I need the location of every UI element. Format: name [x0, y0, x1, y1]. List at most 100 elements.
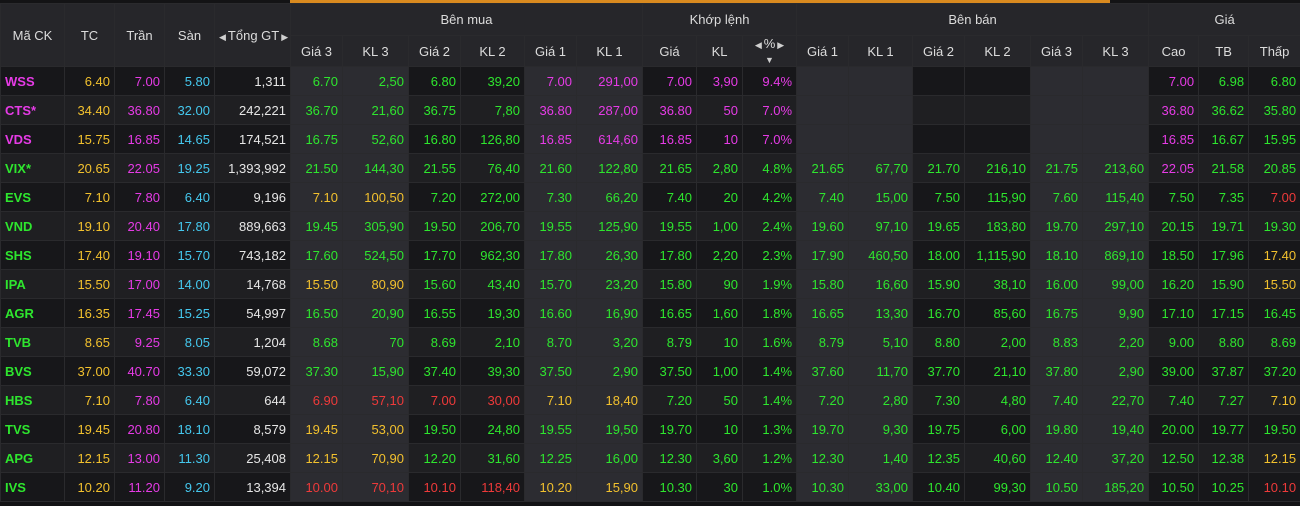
table-row[interactable]: TVS 19.45 20.80 18.10 8,579 19.45 53,00 19.50 24… [0, 414, 1300, 444]
cell-sym[interactable]: VIX* [0, 153, 65, 183]
header-group-buy: Bên mua [289, 3, 644, 36]
header-sell-col[interactable]: Giá 1 [796, 35, 850, 67]
header-buy-col[interactable]: KL 3 [342, 35, 409, 67]
header-buy-col[interactable]: Giá 1 [524, 35, 577, 67]
cell-sym[interactable]: CTS* [0, 95, 65, 125]
cell-pct: 2.4% [742, 211, 798, 241]
cell-sym[interactable]: WSS [0, 66, 65, 96]
cell-ref: 16.35 [64, 298, 115, 328]
table-row[interactable]: APG 12.15 13.00 11.30 25,408 12.15 70,90 12.20 3… [0, 443, 1300, 473]
cell-s2p: 37.70 [912, 356, 966, 386]
cell-b2p: 19.50 [408, 414, 461, 444]
cell-sym[interactable]: VDS [0, 124, 65, 154]
table-row[interactable]: IPA 15.50 17.00 14.00 14,768 15.50 80,90 15.60 4… [0, 269, 1300, 299]
cell-s2v: 40,60 [964, 443, 1032, 473]
table-row[interactable]: AGR 16.35 17.45 15.25 54,997 16.50 20,90 16.55 1… [0, 298, 1300, 328]
price-board-body: WSS 6.40 7.00 5.80 1,311 6.70 2,50 6.80 39,20 7.0… [0, 66, 1300, 502]
cell-s3v: 213,60 [1082, 153, 1150, 183]
header-total-label: Tổng GT [227, 27, 280, 43]
cell-b2p: 12.20 [408, 443, 461, 473]
cell-pct: 7.0% [742, 95, 798, 125]
header-sell-col[interactable]: KL 2 [964, 35, 1032, 67]
header-group-price: Giá [1148, 3, 1300, 36]
cell-b1p: 16.85 [524, 124, 577, 154]
cell-sym[interactable]: VND [0, 211, 65, 241]
sort-desc-icon[interactable]: ▼ [765, 55, 774, 65]
cell-sym[interactable]: AGR [0, 298, 65, 328]
table-row[interactable]: HBS 7.10 7.80 6.40 644 6.90 57,10 7.00 30,00 7.10… [0, 385, 1300, 415]
cell-sym[interactable]: EVS [0, 182, 65, 212]
cell-total: 25,408 [214, 443, 291, 473]
header-sell-col[interactable]: KL 3 [1082, 35, 1150, 67]
header-price-col[interactable]: TB [1198, 35, 1250, 67]
cell-s1p: 7.40 [796, 182, 850, 212]
header-match-col[interactable]: Giá [642, 35, 698, 67]
cell-sym[interactable]: HBS [0, 385, 65, 415]
cell-sym[interactable]: SHS [0, 240, 65, 270]
caret-right-icon[interactable]: ▶ [777, 40, 785, 50]
table-row[interactable]: IVS 10.20 11.20 9.20 13,394 10.00 70,10 10.10 11… [0, 472, 1300, 502]
cell-s1p: 16.65 [796, 298, 850, 328]
table-row[interactable]: WSS 6.40 7.00 5.80 1,311 6.70 2,50 6.80 39,20 7.0… [0, 66, 1300, 96]
caret-right-icon[interactable]: ▶ [281, 31, 289, 42]
header-price-col[interactable]: Cao [1148, 35, 1200, 67]
header-sell-col[interactable]: Giá 2 [912, 35, 966, 67]
table-row[interactable]: VIX* 20.65 22.05 19.25 1,393,992 21.50 144,30 2… [0, 153, 1300, 183]
cell-lo: 8.69 [1248, 327, 1300, 357]
cell-b1p: 10.20 [524, 472, 577, 502]
cell-b2p: 7.00 [408, 385, 461, 415]
table-row[interactable]: VDS 15.75 16.85 14.65 174,521 16.75 52,60 16.80… [0, 124, 1300, 154]
cell-s2p: 19.75 [912, 414, 966, 444]
cell-mv: 20 [696, 182, 744, 212]
header-symbol[interactable]: Mã CK [0, 3, 65, 67]
cell-mp: 7.40 [642, 182, 698, 212]
header-match-percent[interactable]: ◀% ▶ ▼ [742, 35, 798, 67]
cell-b1v: 23,20 [575, 269, 644, 299]
cell-avg: 8.80 [1198, 327, 1250, 357]
cell-s3v: 22,70 [1082, 385, 1150, 415]
cell-hi: 7.50 [1148, 182, 1200, 212]
cell-sym[interactable]: BVS [0, 356, 65, 386]
caret-left-icon[interactable]: ◀ [219, 31, 226, 42]
header-sell-col[interactable]: Giá 3 [1030, 35, 1084, 67]
cell-avg: 10.25 [1198, 472, 1250, 502]
caret-left-icon[interactable]: ◀ [754, 40, 762, 50]
cell-avg: 17.96 [1198, 240, 1250, 270]
cell-s3v: 869,10 [1082, 240, 1150, 270]
header-buy-col[interactable]: KL 2 [460, 35, 525, 67]
header-total-value[interactable]: ◀ Tổng GT ▶ [214, 3, 291, 67]
cell-hi: 16.20 [1148, 269, 1200, 299]
header-floor[interactable]: Sàn [164, 3, 215, 67]
table-row[interactable]: TVB 8.65 9.25 8.05 1,204 8.68 70 8.69 2,10 8.70 3,… [0, 327, 1300, 357]
cell-total: 59,072 [214, 356, 291, 386]
cell-sym[interactable]: TVB [0, 327, 65, 357]
cell-sym[interactable]: IPA [0, 269, 65, 299]
table-row[interactable]: VND 19.10 20.40 17.80 889,663 19.45 305,90 19.5… [0, 211, 1300, 241]
header-match-col[interactable]: KL [696, 35, 744, 67]
table-row[interactable]: CTS* 34.40 36.80 32.00 242,221 36.70 21,60 36.7… [0, 95, 1300, 125]
cell-b1v: 16,00 [575, 443, 644, 473]
cell-s1v: 11,70 [848, 356, 914, 386]
header-buy-col[interactable]: KL 1 [575, 35, 644, 67]
header-ref[interactable]: TC [64, 3, 115, 67]
cell-s1v: 67,70 [848, 153, 914, 183]
cell-s3p: 16.75 [1030, 298, 1084, 328]
table-row[interactable]: EVS 7.10 7.80 6.40 9,196 7.10 100,50 7.20 272,00… [0, 182, 1300, 212]
cell-sym[interactable]: TVS [0, 414, 65, 444]
cell-mv: 10 [696, 327, 744, 357]
cell-b1v: 26,30 [575, 240, 644, 270]
cell-ref: 15.75 [64, 124, 115, 154]
table-row[interactable]: BVS 37.00 40.70 33.30 59,072 37.30 15,90 37.40 3… [0, 356, 1300, 386]
header-ceil[interactable]: Trần [114, 3, 165, 67]
cell-b1p: 15.70 [524, 269, 577, 299]
cell-sym[interactable]: IVS [0, 472, 65, 502]
header-sell-col[interactable]: KL 1 [848, 35, 914, 67]
cell-hi: 16.85 [1148, 124, 1200, 154]
header-price-col[interactable]: Thấp [1248, 35, 1300, 67]
cell-b3v: 70,90 [342, 443, 409, 473]
header-buy-col[interactable]: Giá 3 [290, 35, 343, 67]
table-row[interactable]: SHS 17.40 19.10 15.70 743,182 17.60 524,50 17.7… [0, 240, 1300, 270]
cell-s3v [1082, 66, 1150, 96]
cell-sym[interactable]: APG [0, 443, 65, 473]
header-buy-col[interactable]: Giá 2 [408, 35, 461, 67]
